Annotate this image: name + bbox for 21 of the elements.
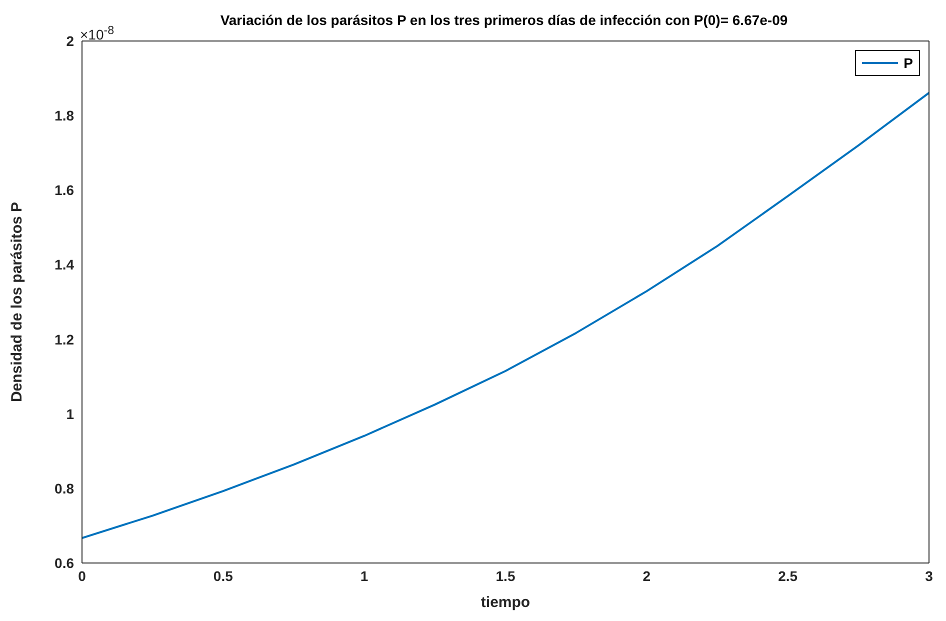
y-tick-label: 1.4 [54, 256, 74, 273]
y-tick-label: 1.2 [54, 331, 74, 348]
annotation: ×10$^{-8}$ [80, 24, 114, 43]
y-axis-title: Densidad de los parásitos P [8, 202, 26, 402]
x-tick-label: 0.5 [213, 568, 234, 584]
x-tick-label: 3 [925, 568, 934, 584]
x-tick-label: 1 [360, 568, 368, 584]
x-axis-title: tiempo [480, 594, 530, 611]
legend-label: P [904, 54, 913, 73]
y-tick-label: 1 [66, 406, 74, 422]
x-tick-label: 1.5 [496, 568, 516, 584]
y-tick-label: 2 [66, 32, 74, 49]
y-tick-label: 1.6 [54, 182, 74, 198]
y-tick-label: 0.6 [54, 554, 74, 571]
x-tick-label: 0 [78, 568, 86, 584]
y-tick-label: 0.8 [54, 480, 74, 496]
x-tick-label: 2.5 [778, 568, 798, 584]
x-tick-label: 2 [642, 568, 651, 584]
chart-title: Variación de los parásitos P en los tres primeros días de infección con P(0)= 6.67e-09 [220, 12, 788, 28]
y-tick-label: 1.8 [54, 108, 74, 124]
line-series [82, 92, 929, 540]
